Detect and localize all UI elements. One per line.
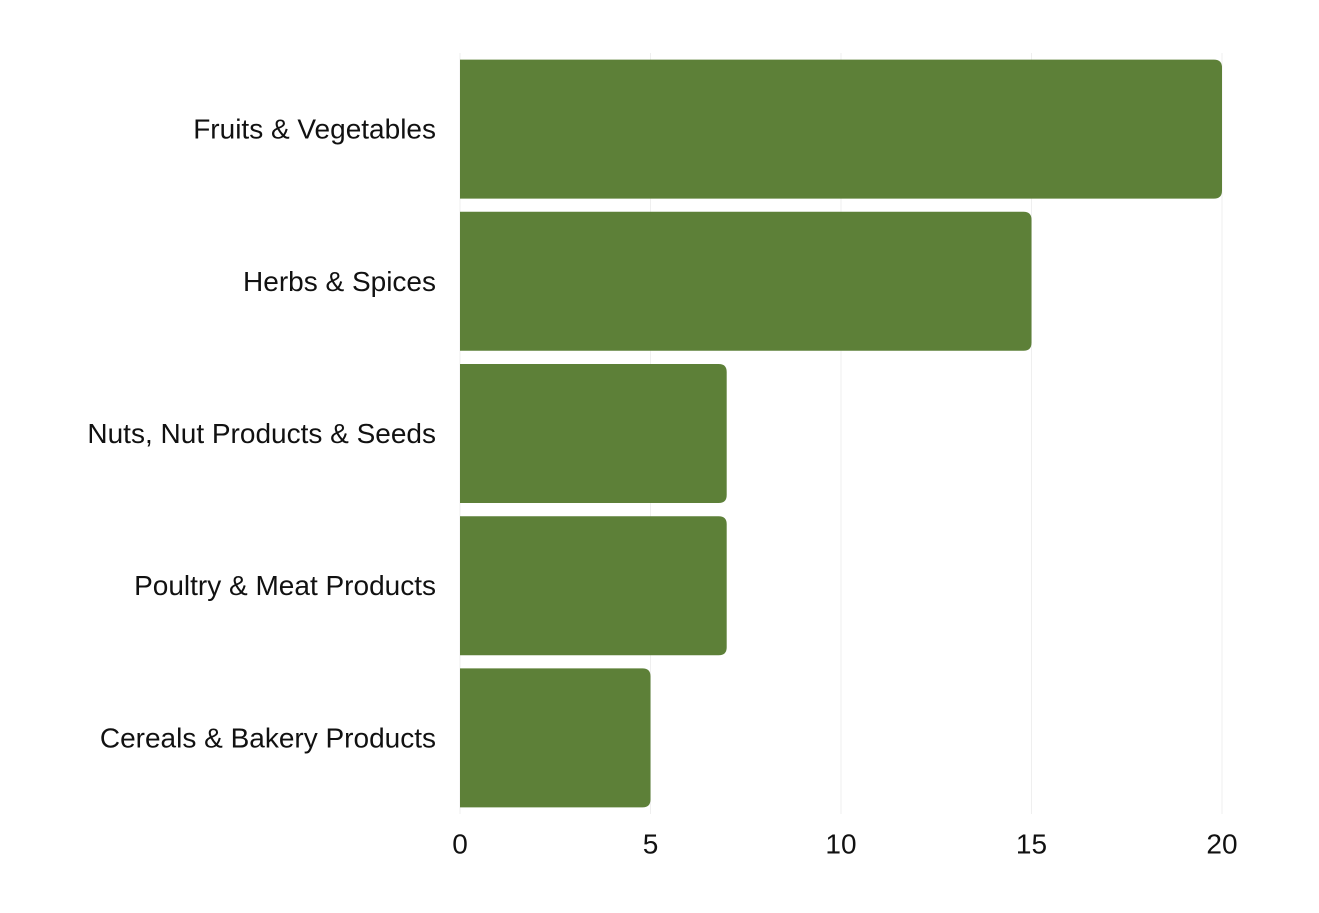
x-tick-label: 15 xyxy=(1016,829,1047,860)
bar xyxy=(460,668,651,808)
x-tick-label: 5 xyxy=(643,829,659,860)
bar xyxy=(460,364,727,503)
category-label: Fruits & Vegetables xyxy=(193,114,436,145)
category-label: Nuts, Nut Products & Seeds xyxy=(87,418,436,449)
x-tick-label: 20 xyxy=(1206,829,1237,860)
bars xyxy=(460,59,1222,808)
bar xyxy=(460,59,1222,199)
x-tick-label: 0 xyxy=(452,829,468,860)
category-label: Cereals & Bakery Products xyxy=(100,722,436,753)
category-labels: Fruits & Vegetables Herbs & Spices Nuts, N… xyxy=(87,114,436,754)
x-axis-ticks: 0 5 10 15 20 xyxy=(452,829,1237,860)
category-label: Herbs & Spices xyxy=(243,266,436,297)
bar xyxy=(460,516,727,656)
category-label: Poultry & Meat Products xyxy=(134,570,436,601)
bar xyxy=(460,211,1032,351)
x-tick-label: 10 xyxy=(825,829,856,860)
